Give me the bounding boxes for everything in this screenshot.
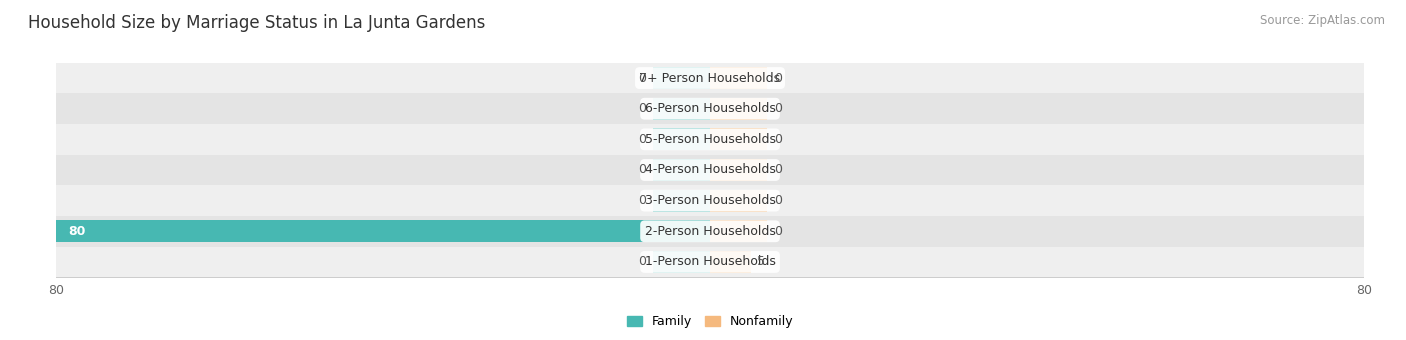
Text: 0: 0	[773, 71, 782, 85]
Text: 0: 0	[638, 194, 647, 207]
Text: Household Size by Marriage Status in La Junta Gardens: Household Size by Marriage Status in La …	[28, 14, 485, 32]
Text: 0: 0	[638, 255, 647, 269]
Bar	[56, 246, 1364, 277]
Bar	[710, 128, 768, 150]
Legend: Family, Nonfamily: Family, Nonfamily	[621, 310, 799, 334]
Bar	[56, 185, 1364, 216]
Bar	[652, 159, 710, 181]
Text: 0: 0	[638, 133, 647, 146]
Bar	[56, 63, 1364, 94]
Text: 0: 0	[638, 71, 647, 85]
Text: 0: 0	[773, 194, 782, 207]
Text: 5: 5	[758, 255, 765, 269]
Text: 5-Person Households: 5-Person Households	[644, 133, 776, 146]
Bar	[710, 190, 768, 212]
Bar	[652, 190, 710, 212]
Text: 0: 0	[638, 164, 647, 176]
Text: 7+ Person Households: 7+ Person Households	[640, 71, 780, 85]
Bar	[652, 128, 710, 150]
Text: 0: 0	[773, 133, 782, 146]
Text: 0: 0	[638, 102, 647, 115]
Bar	[652, 67, 710, 89]
Text: 1-Person Households: 1-Person Households	[644, 255, 776, 269]
Bar	[56, 94, 1364, 124]
Text: 0: 0	[773, 225, 782, 238]
Bar	[56, 216, 1364, 246]
Text: 0: 0	[773, 102, 782, 115]
Text: 80: 80	[69, 225, 86, 238]
Text: 0: 0	[773, 164, 782, 176]
Bar	[56, 155, 1364, 185]
Bar	[56, 124, 1364, 155]
Bar	[710, 251, 751, 273]
Bar	[56, 220, 710, 242]
Text: 4-Person Households: 4-Person Households	[644, 164, 776, 176]
Text: 3-Person Households: 3-Person Households	[644, 194, 776, 207]
Text: 2-Person Households: 2-Person Households	[644, 225, 776, 238]
Text: Source: ZipAtlas.com: Source: ZipAtlas.com	[1260, 14, 1385, 27]
Bar	[710, 98, 768, 120]
Bar	[652, 251, 710, 273]
Bar	[652, 98, 710, 120]
Bar	[710, 159, 768, 181]
Text: 6-Person Households: 6-Person Households	[644, 102, 776, 115]
Bar	[710, 220, 768, 242]
Bar	[710, 67, 768, 89]
